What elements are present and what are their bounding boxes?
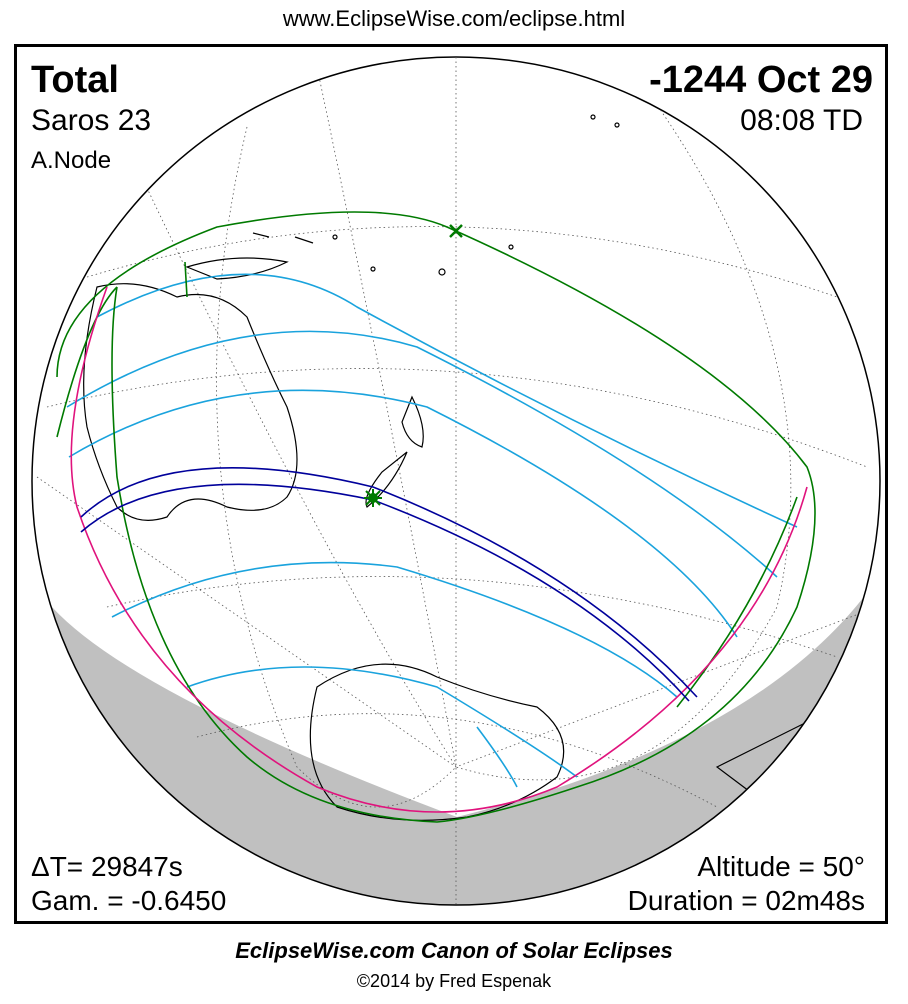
saros-number: Saros 23 bbox=[31, 104, 152, 137]
new-guinea-coast bbox=[185, 257, 289, 280]
subsolar-point-marker bbox=[449, 224, 463, 238]
delta-t-value: ΔT= 29847s bbox=[31, 851, 183, 882]
rise-set-curve bbox=[70, 286, 808, 813]
antarctica-coast bbox=[309, 663, 565, 821]
node-label: A.Node bbox=[31, 147, 112, 174]
night-region bbox=[32, 567, 880, 905]
eclipse-type: Total bbox=[31, 59, 119, 101]
new-zealand-south bbox=[365, 451, 408, 508]
greatest-eclipse-marker bbox=[364, 489, 382, 507]
duration-value: Duration = 02m48s bbox=[627, 885, 865, 916]
eclipse-globe-map bbox=[31, 56, 881, 906]
altitude-value: Altitude = 50° bbox=[697, 851, 865, 882]
eclipse-date: -1244 Oct 29 bbox=[649, 59, 873, 101]
gamma-value: Gam. = -0.6450 bbox=[31, 885, 227, 916]
site-url[interactable]: www.EclipseWise.com/eclipse.html bbox=[282, 6, 626, 31]
australia-coast bbox=[83, 283, 298, 521]
copyright-notice: ©2014 by Fred Espenak bbox=[356, 971, 552, 991]
eclipse-time: 08:08 TD bbox=[740, 104, 863, 137]
new-zealand-north bbox=[401, 395, 424, 448]
map-frame: Total -1244 Oct 29 Saros 23 08:08 TD A.N… bbox=[14, 44, 888, 924]
graticule bbox=[36, 57, 878, 905]
footer-title[interactable]: EclipseWise.com Canon of Solar Eclipses bbox=[235, 938, 673, 963]
partial-eclipse-contours bbox=[66, 273, 798, 788]
central-path bbox=[80, 466, 698, 702]
coastlines bbox=[83, 114, 839, 821]
penumbra-limit bbox=[56, 211, 816, 823]
